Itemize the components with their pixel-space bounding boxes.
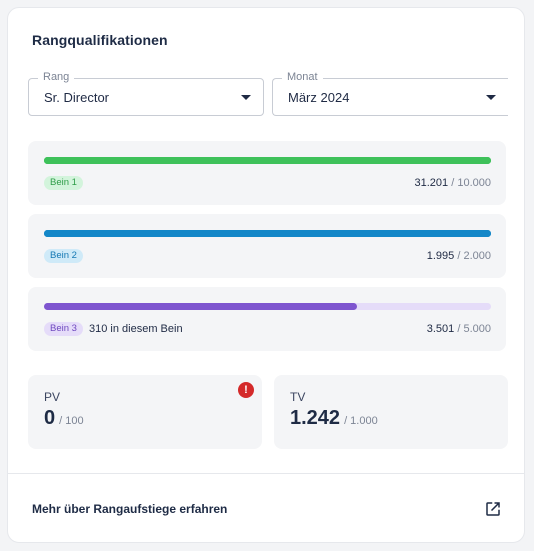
pv-value-row: 0/ 100 xyxy=(44,407,84,430)
tv-value: 1.242 xyxy=(290,407,341,429)
leg-badge: Bein 2 xyxy=(44,249,83,263)
leg-progress-fill xyxy=(44,157,491,164)
rank-select-value: Sr. Director xyxy=(44,90,110,105)
leg-progress-track xyxy=(44,157,491,164)
pv-stat-card: PV 0/ 100 ! xyxy=(28,375,262,449)
month-select[interactable]: Monat März 2024 xyxy=(272,71,508,116)
leg-goal-value: 10.000 xyxy=(457,177,491,189)
leg-separator: / xyxy=(451,177,455,189)
leg-separator: / xyxy=(457,323,461,335)
rank-qualifications-card: Rangqualifikationen Rang Sr. Director Mo… xyxy=(7,7,525,543)
rank-select-label: Rang xyxy=(38,71,75,83)
month-select-label: Monat xyxy=(282,71,323,83)
chevron-down-icon xyxy=(241,95,251,100)
tv-value-row: 1.242/ 1.000 xyxy=(290,407,378,430)
chevron-down-icon xyxy=(486,95,496,100)
error-icon[interactable]: ! xyxy=(238,382,254,398)
leg-card-1: Bein 1 31.201 / 10.000 xyxy=(28,141,506,205)
leg-goal-value: 5.000 xyxy=(463,323,491,335)
leg-card-2: Bein 2 1.995 / 2.000 xyxy=(28,214,506,278)
leg-numbers: 3.501 / 5.000 xyxy=(427,322,491,336)
leg-numbers: 31.201 / 10.000 xyxy=(415,176,492,190)
pv-label: PV xyxy=(44,390,61,404)
tv-stat-card: TV 1.242/ 1.000 xyxy=(274,375,508,449)
leg-progress-fill xyxy=(44,230,491,237)
leg-current-value: 3.501 xyxy=(426,323,455,335)
leg-card-3: Bein 3 310 in diesem Bein 3.501 / 5.000 xyxy=(28,287,506,351)
leg-progress-fill xyxy=(44,303,357,310)
footer-divider xyxy=(8,473,524,474)
tv-goal: / 1.000 xyxy=(344,415,378,427)
leg-progress-track xyxy=(44,230,491,237)
leg-current-value: 1.995 xyxy=(426,250,455,262)
rank-select[interactable]: Rang Sr. Director xyxy=(28,71,264,116)
leg-separator: / xyxy=(457,250,461,262)
month-select-value: März 2024 xyxy=(288,90,350,105)
rank-advancement-link[interactable]: Mehr über Rangaufstiege erfahren xyxy=(32,502,228,516)
leg-badge: Bein 3 xyxy=(44,322,83,336)
pv-goal: / 100 xyxy=(59,415,84,427)
leg-current-value: 31.201 xyxy=(414,177,449,189)
leg-numbers: 1.995 / 2.000 xyxy=(427,249,491,263)
tv-label: TV xyxy=(290,390,306,404)
pv-value: 0 xyxy=(44,407,56,429)
leg-badge: Bein 1 xyxy=(44,176,83,190)
leg-note: 310 in diesem Bein xyxy=(89,323,183,335)
leg-progress-track xyxy=(44,303,491,310)
leg-goal-value: 2.000 xyxy=(463,250,491,262)
card-title: Rangqualifikationen xyxy=(32,32,168,48)
external-link-icon[interactable] xyxy=(484,500,502,518)
